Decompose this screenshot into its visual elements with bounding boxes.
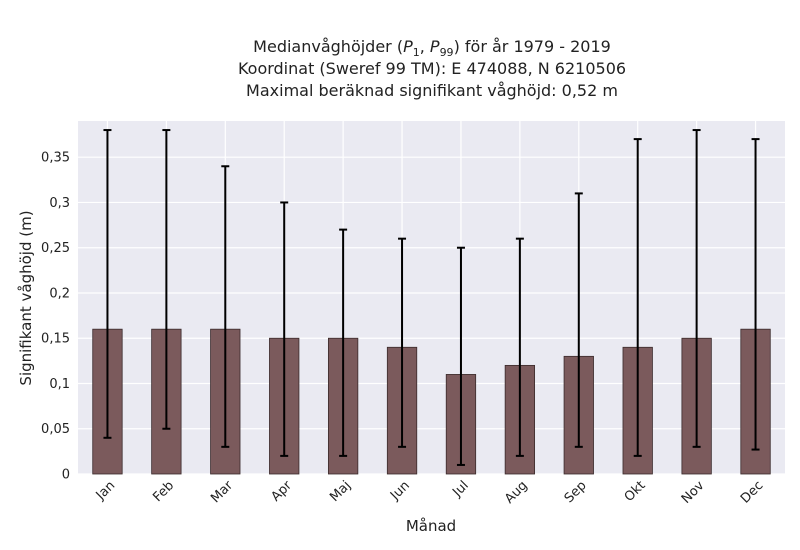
x-tick-label: Apr bbox=[269, 478, 296, 505]
x-axis-label: Månad bbox=[406, 517, 456, 535]
x-tick-label: Maj bbox=[327, 478, 354, 505]
plot-area bbox=[78, 121, 785, 474]
x-axis-ticks: Jan Feb Mar Apr Maj Jun Jul Aug Sep Okt Nov Dec bbox=[93, 478, 767, 507]
chart-title-line-1: Medianvåghöjder (P1, P99) för år 1979 - … bbox=[253, 37, 611, 59]
chart-title-line-2: Koordinat (Sweref 99 TM): E 474088, N 62… bbox=[238, 59, 626, 78]
x-tick-label: Dec bbox=[738, 478, 766, 506]
x-tick-label: Jul bbox=[449, 478, 471, 500]
x-tick-label: Nov bbox=[679, 478, 708, 507]
error-bars bbox=[103, 129, 760, 466]
x-tick-label: Feb bbox=[150, 478, 177, 505]
chart-title-line-3: Maximal beräknad signifikant våghöjd: 0,… bbox=[246, 81, 618, 100]
y-tick-label: 0,15 bbox=[41, 332, 70, 347]
y-axis-label: Signifikant våghöjd (m) bbox=[17, 210, 35, 385]
x-tick-label: Aug bbox=[502, 478, 531, 507]
x-tick-label: Jun bbox=[387, 478, 413, 504]
x-tick-label: Sep bbox=[562, 478, 590, 506]
x-tick-label: Jan bbox=[93, 478, 118, 503]
x-tick-label: Mar bbox=[208, 478, 236, 506]
y-tick-label: 0,35 bbox=[41, 151, 70, 166]
x-tick-label: Okt bbox=[622, 478, 649, 505]
y-tick-label: 0,1 bbox=[49, 377, 70, 392]
y-axis-ticks: 0 0,05 0,1 0,15 0,2 0,25 0,3 0,35 bbox=[41, 151, 70, 483]
y-tick-label: 0,2 bbox=[49, 286, 70, 301]
y-tick-label: 0 bbox=[62, 468, 70, 483]
y-tick-label: 0,3 bbox=[49, 196, 70, 211]
y-tick-label: 0,05 bbox=[41, 422, 70, 437]
y-tick-label: 0,25 bbox=[41, 241, 70, 256]
